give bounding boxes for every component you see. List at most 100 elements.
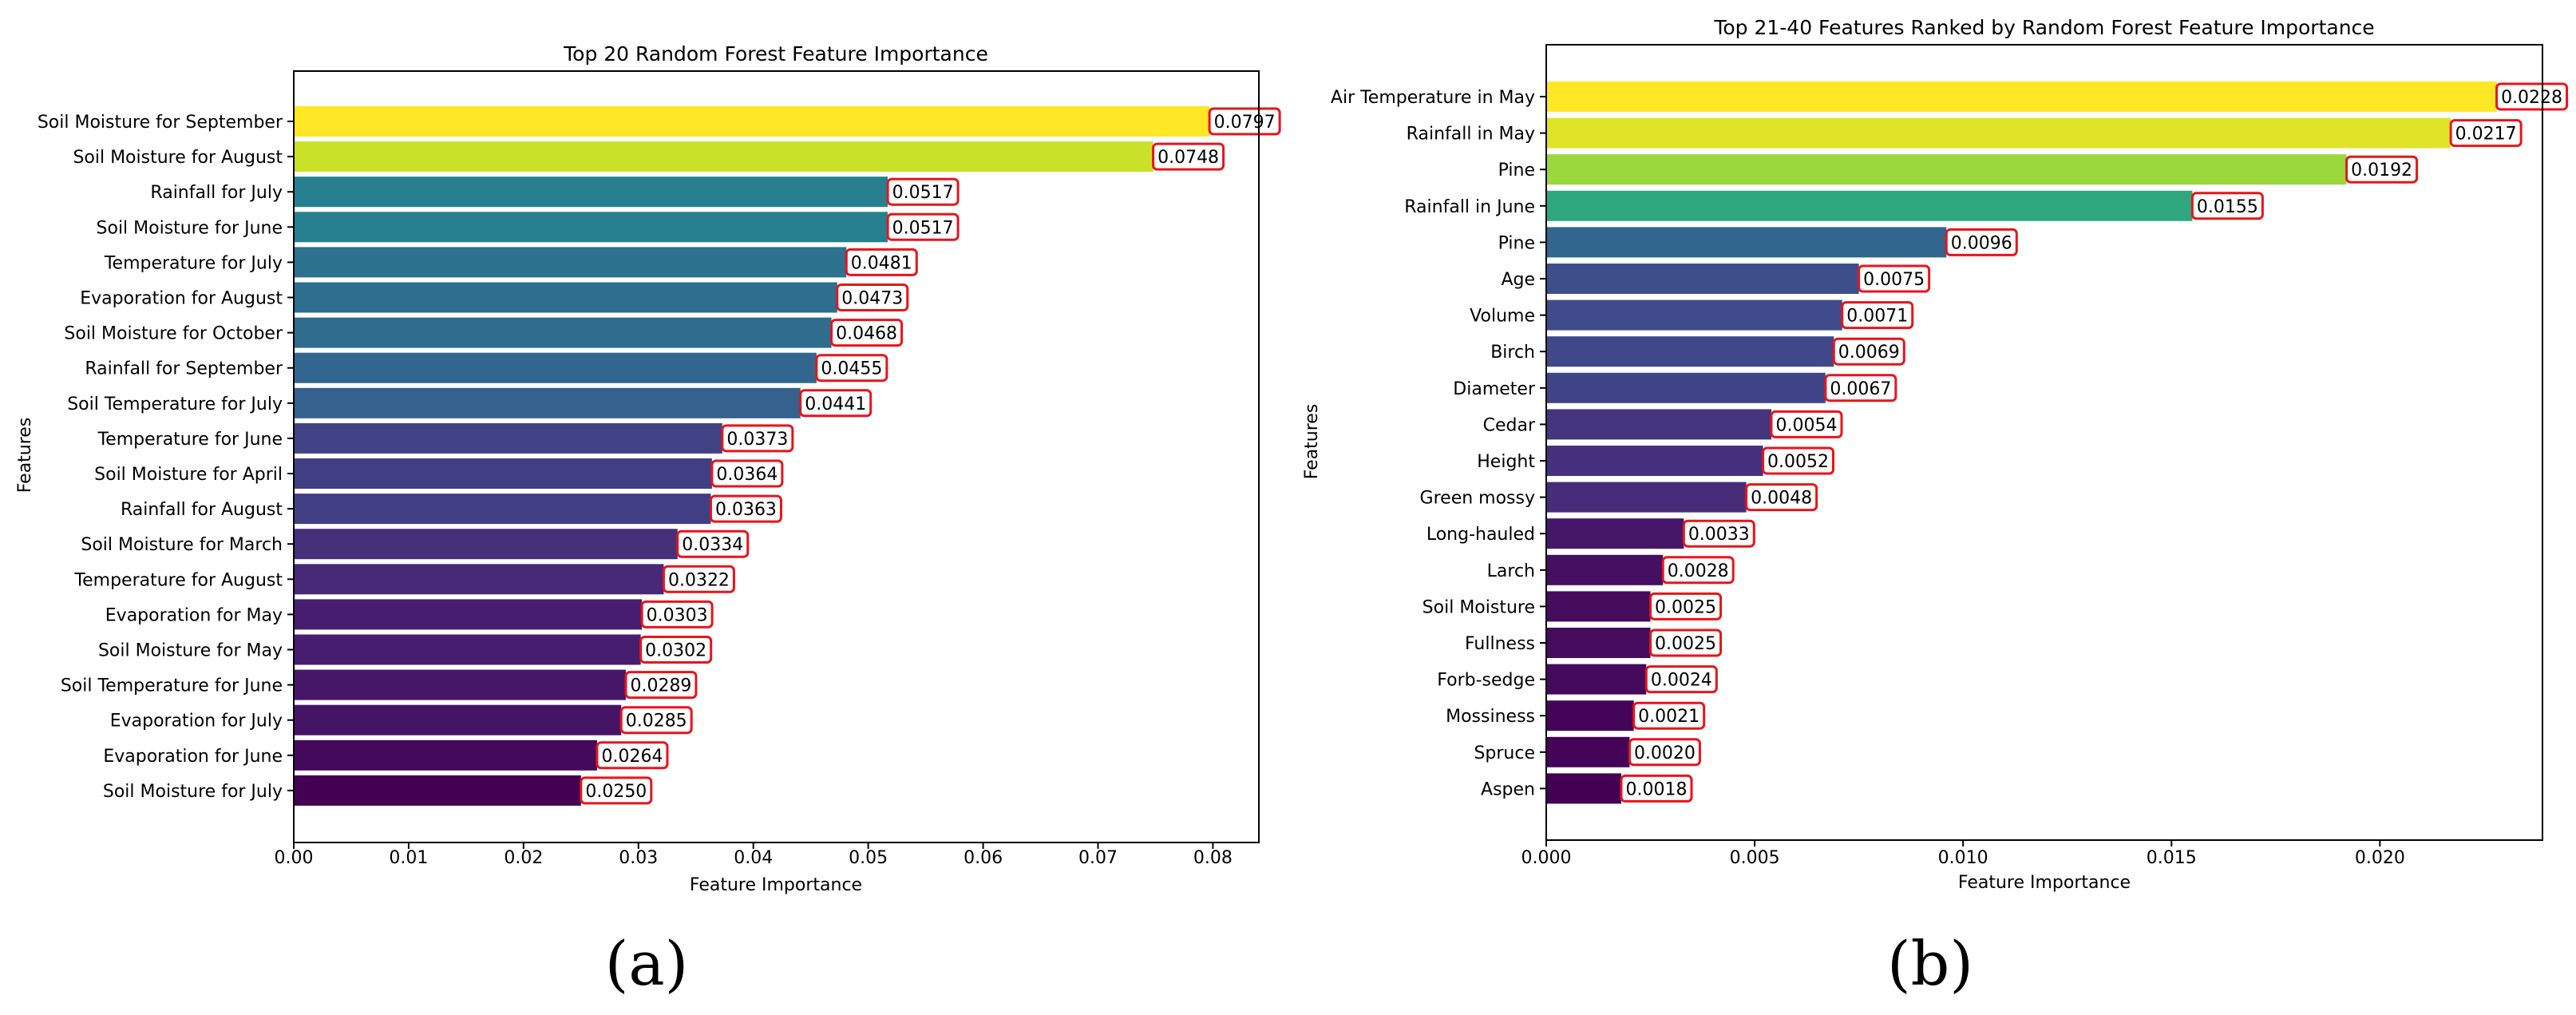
chart-a-value-label-8: 0.0455 — [815, 354, 888, 383]
chart-b-bar-13 — [1546, 518, 1684, 549]
chart-a-bar-10 — [294, 422, 722, 454]
chart-b-value-label-8: 0.0069 — [1832, 337, 1905, 366]
chart-b-bar-16 — [1546, 628, 1651, 658]
chart-b-value-label-13: 0.0033 — [1682, 519, 1755, 548]
chart-a: Top 20 Random Forest Feature Importance … — [15, 42, 1281, 895]
chart-a-xtick-label-2: 0.01 — [389, 848, 428, 868]
chart-a-value-box-8 — [815, 354, 888, 383]
chart-b-value-box-13 — [1682, 519, 1755, 548]
chart-a-value-box-20 — [580, 776, 653, 805]
chart-a-bar-8 — [294, 352, 817, 383]
chart-a-value-label-6: 0.0473 — [836, 283, 909, 311]
chart-a-ytick-label-16: Soil Moisture for May — [98, 641, 283, 661]
chart-a-ytick-label-20: Soil Moisture for July — [103, 782, 283, 802]
chart-b-xtick-label-3: 0.010 — [1938, 848, 1988, 868]
chart-a-value-box-15 — [640, 600, 714, 628]
chart-a-value-box-6 — [836, 283, 909, 311]
chart-b-value-label-10: 0.0054 — [1770, 410, 1843, 438]
chart-a-ytick-label-19: Evaporation for June — [103, 747, 283, 767]
chart-a-bar-9 — [294, 387, 801, 418]
chart-a-ytick-label-15: Evaporation for May — [105, 605, 283, 625]
chart-b-title: Top 21-40 Features Ranked by Random Fore… — [1713, 16, 2374, 39]
chart-b-ytick-label-7: Volume — [1470, 307, 1535, 327]
chart-b-value-text-13: 0.0033 — [1688, 525, 1750, 545]
chart-a-bar-3 — [294, 176, 888, 208]
chart-a-value-label-20: 0.0250 — [580, 776, 653, 805]
chart-b-value-box-4 — [2190, 192, 2264, 220]
chart-a-bar-6 — [294, 282, 837, 313]
chart-a-value-text-10: 0.0373 — [726, 430, 788, 450]
chart-a-value-text-20: 0.0250 — [585, 782, 647, 802]
chart-b-ytick-label-14: Larch — [1487, 561, 1535, 581]
chart-a-value-text-13: 0.0334 — [682, 535, 743, 555]
chart-a-ytick-label-7: Soil Moisture for October — [64, 324, 283, 344]
chart-b-ytick-label-18: Mossiness — [1446, 707, 1535, 727]
chart-b-value-box-3 — [2345, 155, 2419, 184]
chart-b-value-box-20 — [1620, 774, 1693, 803]
chart-a-ytick-label-3: Rainfall for July — [150, 183, 283, 203]
chart-a-xtick-label-3: 0.02 — [504, 848, 543, 868]
chart-a-plot-frame — [293, 70, 1260, 843]
chart-a-bar-18 — [294, 704, 622, 735]
chart-a-ytick-label-13: Soil Moisture for March — [81, 535, 283, 555]
chart-b-value-label-15: 0.0025 — [1649, 592, 1723, 620]
chart-a-value-box-13 — [676, 529, 750, 558]
chart-a-value-box-19 — [596, 741, 669, 770]
chart-a-value-label-14: 0.0322 — [662, 565, 735, 593]
chart-a-bar-12 — [294, 494, 711, 525]
chart-a-bar-7 — [294, 317, 832, 348]
chart-b-bar-14 — [1546, 554, 1664, 585]
chart-a-value-label-13: 0.0334 — [676, 529, 750, 558]
chart-b-value-label-12: 0.0048 — [1745, 483, 1818, 512]
chart-a-ytick-label-6: Evaporation for August — [80, 289, 283, 309]
chart-b-value-text-5: 0.0096 — [1951, 233, 2012, 253]
chart-a-value-label-3: 0.0517 — [886, 177, 960, 206]
chart-b-value-label-19: 0.0020 — [1628, 738, 1701, 767]
chart-b-value-box-16 — [1649, 628, 1723, 657]
chart-a-value-label-16: 0.0302 — [639, 636, 713, 664]
chart-a-value-box-17 — [624, 671, 698, 700]
chart-b-value-text-1: 0.0228 — [2501, 88, 2562, 108]
chart-b-bar-4 — [1546, 190, 2193, 221]
chart-b-bars — [1546, 81, 2497, 804]
chart-a-y-ticks: Soil Moisture for September Soil Moisture… — [38, 113, 294, 802]
chart-b-value-text-14: 0.0028 — [1668, 561, 1729, 581]
chart-a-xtick-label-6: 0.05 — [849, 848, 888, 868]
chart-b-value-label-20: 0.0018 — [1620, 774, 1693, 803]
chart-a-value-label-2: 0.0748 — [1152, 142, 1225, 171]
chart-b-value-text-2: 0.0217 — [2455, 125, 2517, 145]
chart-a-value-text-18: 0.0285 — [626, 712, 687, 732]
chart-b-value-box-1 — [2495, 82, 2569, 111]
chart-a-value-box-11 — [710, 459, 784, 488]
chart-b-ytick-label-2: Rainfall in May — [1407, 125, 1535, 145]
chart-a-bar-14 — [294, 564, 664, 595]
chart-a-value-label-17: 0.0289 — [624, 671, 698, 700]
chart-b-ytick-label-4: Rainfall in June — [1404, 197, 1535, 217]
chart-a-ytick-label-4: Soil Moisture for June — [97, 218, 283, 238]
chart-a-value-text-19: 0.0264 — [601, 747, 663, 767]
chart-a-bar-1 — [294, 106, 1210, 137]
chart-a-value-box-3 — [886, 177, 960, 206]
chart-b-ylabel: Features — [1302, 404, 1322, 480]
chart-b-value-text-9: 0.0067 — [1830, 379, 1891, 399]
chart-a-value-label-1: 0.0797 — [1208, 107, 1281, 136]
chart-a-bar-20 — [294, 775, 581, 806]
chart-b-ytick-label-12: Green mossy — [1420, 489, 1535, 509]
chart-a-value-box-16 — [639, 636, 713, 664]
chart-b-xtick-label-1: 0.000 — [1521, 848, 1572, 868]
chart-b-bar-1 — [1546, 81, 2497, 112]
chart-b-bar-15 — [1546, 591, 1651, 622]
chart-a-ytick-label-10: Temperature for June — [97, 430, 283, 450]
chart-a-value-text-1: 0.0797 — [1214, 113, 1276, 133]
chart-b-bar-11 — [1546, 446, 1763, 476]
chart-b-value-text-7: 0.0071 — [1846, 307, 1908, 327]
chart-b-ytick-label-16: Fullness — [1465, 634, 1535, 654]
chart-b-ytick-label-10: Cedar — [1483, 415, 1536, 435]
chart-a-value-label-12: 0.0363 — [709, 494, 782, 523]
chart-a-value-text-15: 0.0303 — [647, 605, 708, 625]
chart-a-value-box-5 — [845, 248, 918, 276]
chart-b-bar-2 — [1546, 117, 2451, 149]
chart-a-bar-4 — [294, 212, 888, 243]
chart-b-ytick-label-15: Soil Moisture — [1423, 597, 1535, 617]
